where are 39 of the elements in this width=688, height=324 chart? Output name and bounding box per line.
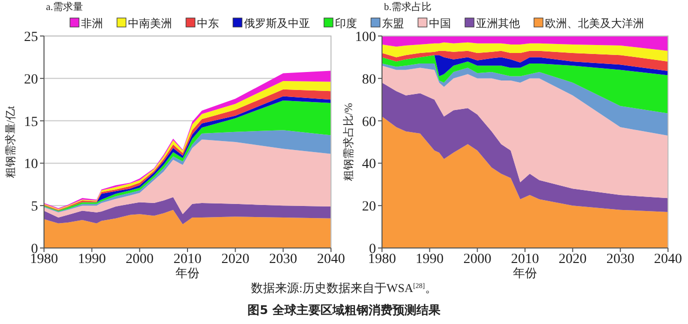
- x-tick-label: 1990: [416, 252, 444, 267]
- y-tick-label: 20: [24, 72, 38, 88]
- x-tick-label: 2030: [269, 252, 298, 267]
- x-tick-label: 2030: [606, 252, 634, 267]
- legend-label: 中东: [197, 17, 219, 30]
- y-tick-label: 10: [24, 157, 38, 172]
- y-tick-label: 80: [362, 72, 376, 88]
- x-tick-label: 1990: [78, 252, 106, 267]
- y-axis-title: 粗钢需求量/亿t: [4, 106, 17, 178]
- x-tick-label: 2010: [174, 252, 202, 267]
- x-tick-label: 2020: [221, 252, 250, 267]
- y-tick-label: 100: [355, 30, 376, 45]
- source-note: 数据来源:历史数据来自于WSA$^{[28]}$。: [251, 281, 437, 295]
- chart-title: b.需求占比: [384, 1, 432, 13]
- x-tick-label: 2020: [558, 252, 587, 267]
- y-tick-label: 25: [24, 30, 38, 45]
- y-tick-label: 60: [362, 114, 376, 130]
- y-tick-label: 5: [31, 200, 38, 215]
- x-tick-label: 2000: [463, 252, 492, 267]
- y-axis-title: 粗钢需求占比/%: [342, 102, 355, 182]
- legend-label: 印度: [335, 17, 357, 30]
- chart-title: a.需求量: [46, 1, 83, 13]
- x-tick-label: 2040: [654, 252, 682, 267]
- x-tick-label: 2010: [511, 252, 539, 267]
- legend-label: 东盟: [382, 17, 404, 30]
- y-tick-label: 40: [362, 157, 376, 172]
- x-tick-label: 2040: [317, 252, 345, 267]
- legend-label: 欧洲、北美及大洋洲: [545, 17, 644, 30]
- legend-label: 中南美洲: [128, 17, 172, 30]
- x-tick-label: 2000: [126, 252, 154, 267]
- y-tick-label: 15: [24, 114, 38, 130]
- x-axis-title: 年份: [176, 266, 200, 280]
- legend-label: 亚洲其他: [476, 17, 520, 30]
- legend-label: 中国: [429, 17, 451, 30]
- x-axis-title: 年份: [513, 266, 537, 280]
- legend-label: 俄罗斯及中亚: [244, 17, 310, 30]
- legend-label: 非洲: [81, 17, 103, 30]
- y-tick-label: 20: [362, 200, 376, 215]
- caption: 图5 全球主要区域粗钢消费预测结果: [248, 303, 442, 317]
